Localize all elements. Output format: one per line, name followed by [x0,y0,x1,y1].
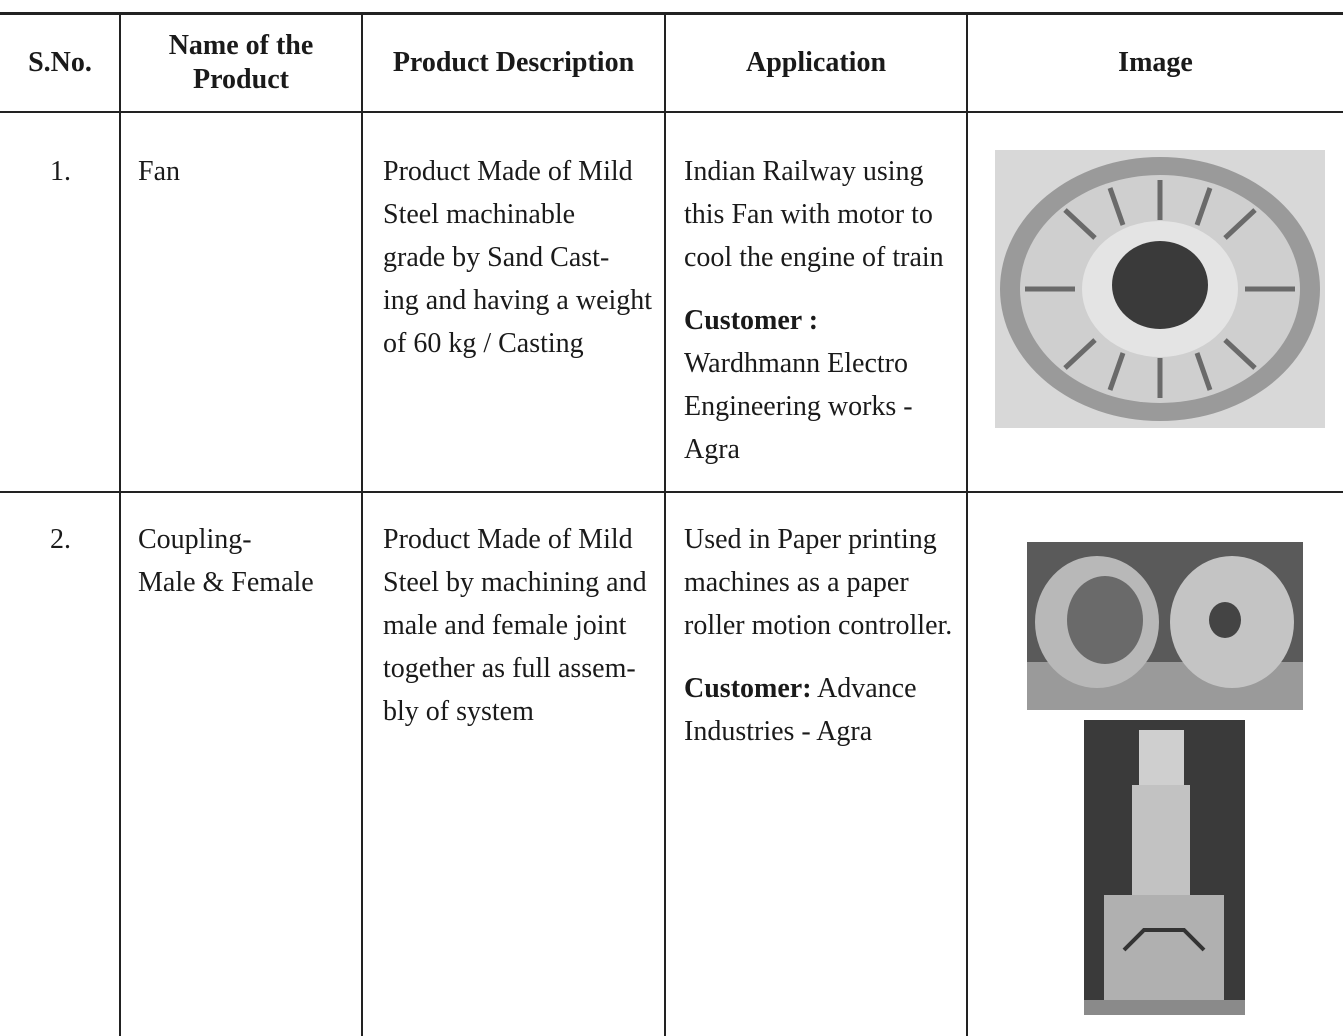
column-rule [119,14,121,1036]
customer: Wardhmann Electro Engineering works - Agra [684,342,944,471]
header-cell: S.No. [28,46,92,78]
header-line: Name of the [168,29,314,61]
header-cell: Application [745,46,887,78]
text-line: Agra [684,434,740,465]
text-line: together as full assem- [383,653,636,684]
top-rule [0,12,1343,15]
column-rule [664,14,666,1036]
sno: 2. [50,524,71,555]
text-line: Steel by machining and [383,567,647,598]
text-line: Used in Paper printing [684,524,937,555]
text-line: ing and having a weight [383,285,653,316]
coupling-assembly-image [1084,720,1245,1015]
description: Product Made of Mild Steel machinable grad… [383,150,652,365]
column-rule [361,14,363,1036]
text-line: Steel machinable [383,199,576,230]
text-line: Coupling- [138,524,252,555]
text-line: Product Made of Mild [383,524,633,555]
text-line: Fan [138,156,180,187]
product-name: Fan [138,150,180,193]
sno: 1. [50,156,71,187]
text-line: Product Made of Mild [383,156,633,187]
application-text: Indian Railway using this Fan with motor … [684,150,944,279]
text-line: grade by Sand Cast- [383,242,610,273]
fan-image [995,150,1325,428]
text-line: this Fan with motor to [684,199,933,230]
customer-label: Customer: [684,673,812,704]
text-line: Indian Railway using [684,156,924,187]
header-cell: Image [1118,46,1193,78]
text-line: Male & Female [138,567,314,598]
text-line: cool the engine of train [684,242,944,273]
customer-line: Advance [817,673,917,704]
application-text: Used in Paper printing machines as a pape… [684,518,952,647]
column-rule [966,14,968,1036]
row-rule [0,491,1343,493]
text-line: machines as a paper [684,567,909,598]
product-name: Coupling- Male & Female [138,518,314,604]
application: Indian Railway using this Fan with motor … [684,150,944,471]
customer-line: Industries - Agra [684,716,873,747]
text-line: Engineering works - [684,391,913,422]
text-line: of 60 kg / Casting [383,328,584,359]
description: Product Made of Mild Steel by machining a… [383,518,647,733]
application: Used in Paper printing machines as a pape… [684,518,952,753]
customer-label: Customer : [684,305,819,336]
text-line: male and female joint [383,610,627,641]
header-line: Product [193,63,289,95]
text-line: roller motion controller. [684,610,953,641]
header-rule [0,111,1343,113]
header-cell: Product Description [392,46,635,78]
text-line: bly of system [383,696,534,727]
header-cell: Name of the Product [121,14,361,111]
text-line: Wardhmann Electro [684,348,908,379]
coupling-image [1027,542,1303,710]
